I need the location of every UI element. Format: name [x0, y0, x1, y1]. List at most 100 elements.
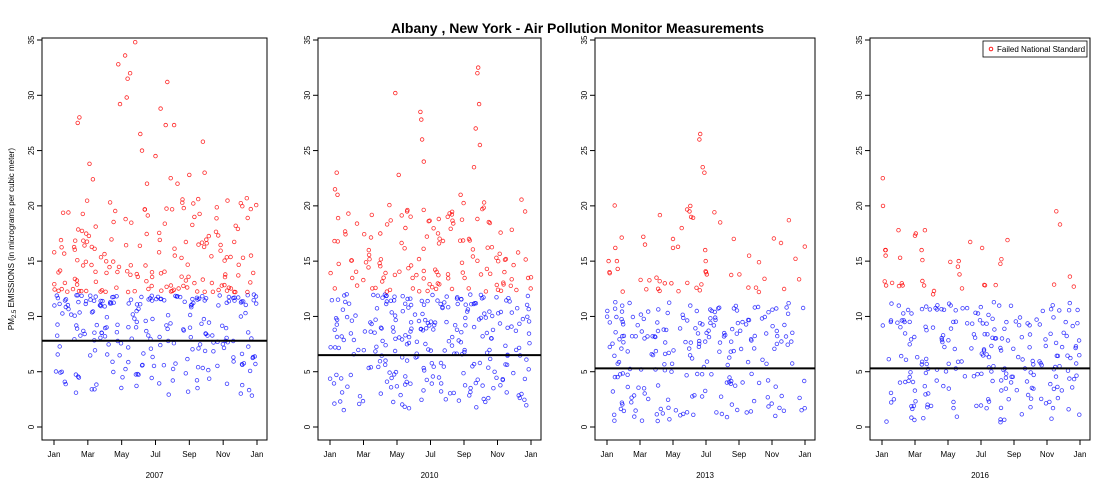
data-point-passed: [1028, 405, 1033, 410]
data-point-passed: [979, 351, 984, 356]
data-point-passed: [619, 317, 624, 322]
data-point-passed: [195, 385, 200, 391]
data-point-passed: [989, 369, 994, 374]
data-point-passed: [446, 305, 451, 310]
data-point-failed: [712, 210, 717, 215]
data-point-failed: [75, 258, 80, 263]
data-point-passed: [164, 323, 169, 328]
data-point-passed: [1057, 308, 1062, 313]
x-axis-year-label: 2013: [696, 471, 714, 480]
data-point-passed: [383, 358, 388, 363]
data-point-passed: [187, 325, 193, 330]
data-point-passed: [731, 348, 736, 354]
data-point-passed: [717, 340, 723, 345]
data-point-failed: [107, 200, 113, 205]
data-point-passed: [709, 372, 714, 377]
data-point-passed: [699, 372, 705, 377]
data-point-passed: [951, 319, 956, 325]
data-point-failed: [116, 62, 121, 67]
data-point-failed: [403, 225, 408, 231]
data-point-passed: [111, 369, 116, 375]
data-point-passed: [980, 321, 985, 326]
data-point-passed: [1003, 386, 1009, 391]
data-point-failed: [476, 65, 481, 70]
data-point-failed: [84, 198, 90, 203]
data-point-failed: [254, 202, 259, 208]
data-point-passed: [402, 404, 407, 409]
x-axis-year-label: 2016: [971, 471, 989, 480]
data-point-passed: [238, 300, 244, 305]
data-point-passed: [1004, 319, 1009, 325]
data-point-passed: [344, 314, 350, 320]
data-point-passed: [974, 403, 979, 409]
data-point-passed: [488, 356, 493, 362]
data-point-failed: [361, 277, 366, 283]
data-point-passed: [388, 385, 394, 390]
data-point-passed: [135, 371, 140, 377]
data-point-passed: [403, 382, 408, 387]
data-point-failed: [931, 288, 937, 294]
data-point-passed: [406, 334, 412, 340]
data-point-passed: [387, 370, 392, 375]
data-point-failed: [737, 272, 742, 277]
data-point-passed: [713, 315, 718, 320]
data-point-passed: [1048, 331, 1053, 336]
data-point-passed: [372, 330, 377, 335]
data-point-passed: [1008, 303, 1014, 308]
data-point-passed: [384, 379, 390, 384]
data-point-passed: [1016, 354, 1021, 360]
data-point-passed: [699, 394, 705, 399]
data-point-passed: [246, 387, 252, 393]
data-point-passed: [165, 326, 170, 332]
data-point-passed: [55, 295, 61, 301]
data-point-failed: [72, 276, 78, 282]
data-point-passed: [182, 299, 187, 304]
data-point-passed: [941, 383, 946, 389]
data-point-passed: [328, 345, 333, 350]
data-point-failed: [476, 101, 482, 107]
data-point-failed: [219, 283, 224, 288]
data-point-failed: [222, 274, 228, 280]
data-point-passed: [486, 365, 491, 370]
data-point-failed: [999, 257, 1004, 262]
data-point-passed: [629, 395, 634, 400]
data-point-passed: [615, 361, 620, 366]
data-point-passed: [114, 330, 120, 335]
data-point-failed: [694, 285, 699, 290]
data-point-failed: [509, 227, 514, 232]
data-point-passed: [977, 318, 983, 323]
data-point-passed: [53, 369, 59, 374]
data-point-passed: [91, 298, 97, 303]
data-point-passed: [217, 293, 222, 298]
data-point-failed: [921, 283, 927, 288]
data-point-failed: [122, 53, 128, 58]
data-point-failed: [424, 234, 430, 239]
data-point-failed: [956, 258, 961, 264]
data-point-passed: [408, 302, 414, 308]
data-point-failed: [123, 216, 128, 222]
data-point-passed: [997, 303, 1002, 308]
data-point-failed: [369, 212, 374, 218]
data-point-passed: [253, 361, 258, 367]
data-point-failed: [190, 222, 195, 228]
data-point-failed: [124, 95, 129, 100]
data-point-passed: [389, 375, 394, 381]
data-point-passed: [94, 382, 99, 387]
data-point-passed: [902, 331, 908, 336]
data-point-passed: [74, 323, 79, 328]
data-point-passed: [764, 331, 769, 336]
data-point-passed: [140, 362, 145, 368]
data-point-passed: [1025, 321, 1030, 326]
data-point-passed: [800, 305, 806, 311]
data-point-passed: [430, 374, 436, 379]
data-point-failed: [181, 283, 186, 289]
data-point-failed: [498, 288, 504, 293]
data-point-passed: [790, 361, 795, 366]
data-point-passed: [745, 359, 751, 365]
data-point-failed: [98, 289, 103, 294]
data-point-passed: [224, 335, 229, 341]
y-tick-label: 15: [27, 256, 36, 265]
data-point-passed: [1006, 397, 1011, 402]
data-point-passed: [391, 329, 396, 334]
data-point-passed: [339, 334, 344, 339]
